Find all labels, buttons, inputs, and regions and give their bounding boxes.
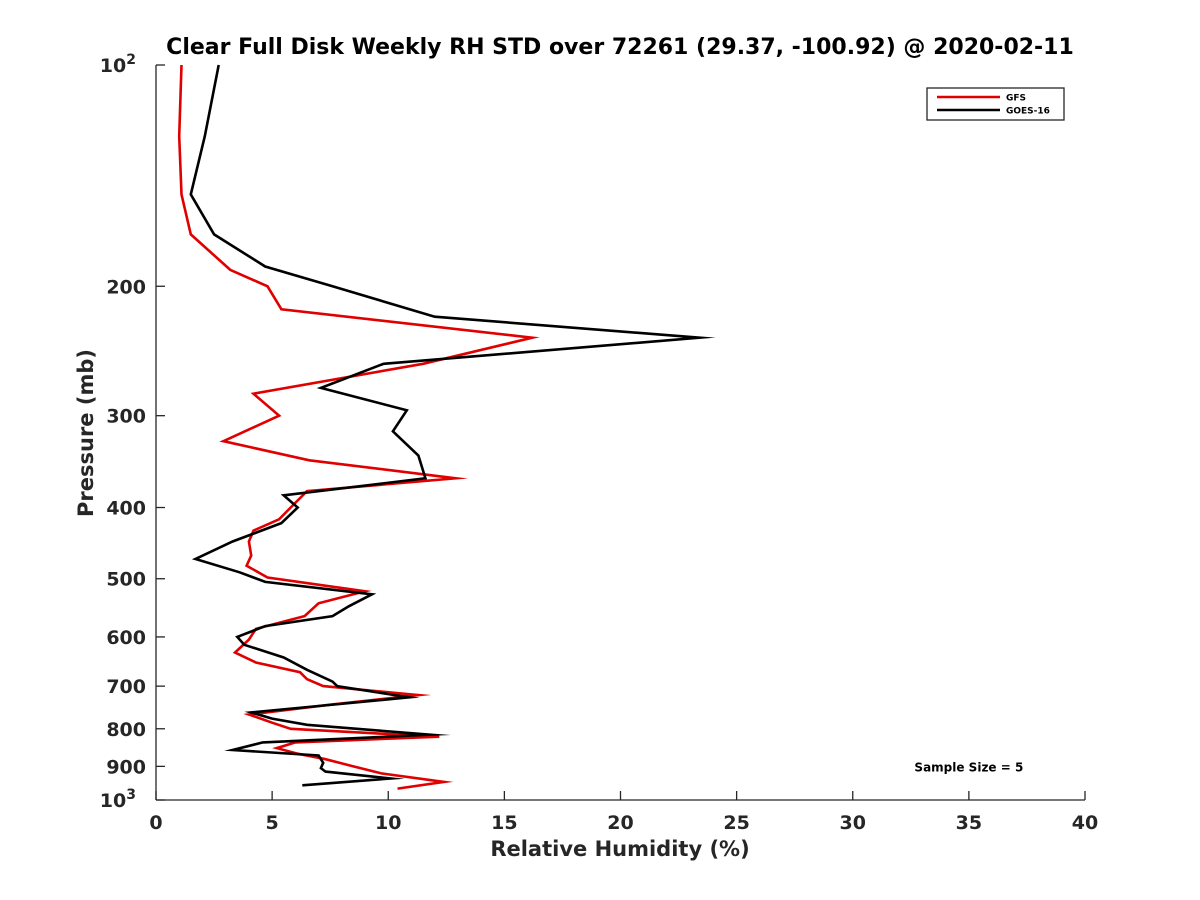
legend-label: GFS (1006, 94, 1026, 104)
legend: GFS GOES-16 (926, 87, 1065, 121)
series-lines (177, 64, 716, 790)
x-tick-label: 40 (1072, 812, 1098, 834)
y-tick-label: 102 (100, 52, 136, 77)
series-line-goes-16 (189, 64, 716, 787)
x-tick-label: 20 (607, 812, 633, 834)
y-axis-title: Pressure (mb) (74, 349, 98, 517)
y-tick-label: 500 (106, 569, 146, 591)
x-tick-label: 10 (375, 812, 401, 834)
plot-area (156, 65, 1085, 800)
y-tick-label: 800 (106, 719, 146, 741)
y-tick-label: 103 (100, 787, 136, 812)
y-tick-label: 300 (106, 406, 146, 428)
y-tick-label: 600 (106, 627, 146, 649)
y-tick-label: 400 (106, 498, 146, 520)
chart-title: Clear Full Disk Weekly RH STD over 72261… (166, 35, 1074, 60)
x-tick-label: 35 (956, 812, 982, 834)
y-tick-label: 900 (106, 756, 146, 778)
axes: 0 5 10 15 20 25 30 35 40 102 200 300 400 500 600 700 800… (100, 52, 1098, 834)
x-tick-label: 5 (266, 812, 279, 834)
x-tick-label: 15 (491, 812, 517, 834)
x-tick-label: 0 (149, 812, 162, 834)
legend-box (926, 87, 1065, 121)
y-tick-label: 700 (106, 676, 146, 698)
x-tick-label: 25 (723, 812, 749, 834)
y-tick-label: 200 (106, 276, 146, 298)
series-line-gfs (177, 64, 540, 790)
x-axis-title: Relative Humidity (%) (490, 837, 749, 861)
legend-label: GOES-16 (1006, 107, 1050, 117)
annotations: Sample Size = 5 (914, 760, 1023, 774)
sample-size-annotation: Sample Size = 5 (914, 760, 1023, 774)
plot-background (156, 65, 1085, 800)
x-tick-label: 30 (840, 812, 866, 834)
